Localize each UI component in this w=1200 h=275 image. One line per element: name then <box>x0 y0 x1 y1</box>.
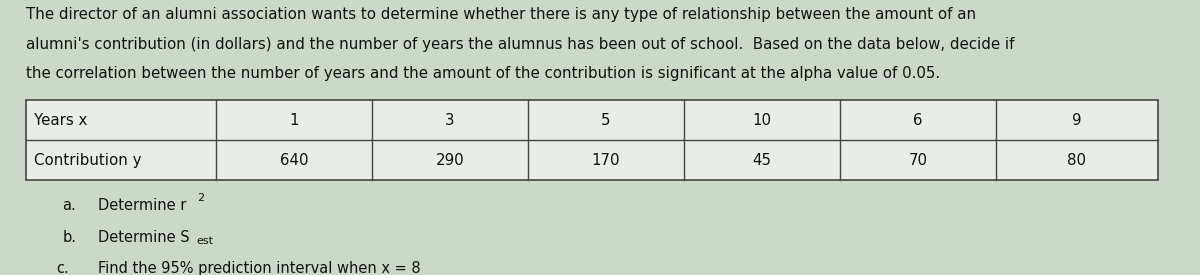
Bar <box>26 100 1158 180</box>
Text: 80: 80 <box>1068 153 1086 168</box>
Text: alumni's contribution (in dollars) and the number of years the alumnus has been : alumni's contribution (in dollars) and t… <box>26 37 1015 52</box>
Text: Contribution y: Contribution y <box>34 153 142 168</box>
Text: 640: 640 <box>280 153 308 168</box>
Text: 2: 2 <box>197 193 204 203</box>
Text: The director of an alumni association wants to determine whether there is any ty: The director of an alumni association wa… <box>26 7 977 22</box>
Text: b.: b. <box>62 230 77 245</box>
Text: Determine r: Determine r <box>98 198 187 213</box>
Text: c.: c. <box>56 261 70 275</box>
Text: Find the 95% prediction interval when x = 8: Find the 95% prediction interval when x … <box>98 261 421 275</box>
Bar <box>26 100 1158 180</box>
Text: 9: 9 <box>1073 113 1081 128</box>
Text: 5: 5 <box>601 113 611 128</box>
Text: a.: a. <box>62 198 76 213</box>
Text: 70: 70 <box>908 153 928 168</box>
Text: 6: 6 <box>913 113 923 128</box>
Text: 170: 170 <box>592 153 620 168</box>
Text: 10: 10 <box>752 113 772 128</box>
Text: Years x: Years x <box>34 113 86 128</box>
Text: 1: 1 <box>289 113 299 128</box>
Text: the correlation between the number of years and the amount of the contribution i: the correlation between the number of ye… <box>26 66 941 81</box>
Text: est: est <box>197 236 214 246</box>
Text: 3: 3 <box>445 113 455 128</box>
Text: 45: 45 <box>752 153 772 168</box>
Text: 290: 290 <box>436 153 464 168</box>
Text: Determine S: Determine S <box>98 230 190 245</box>
